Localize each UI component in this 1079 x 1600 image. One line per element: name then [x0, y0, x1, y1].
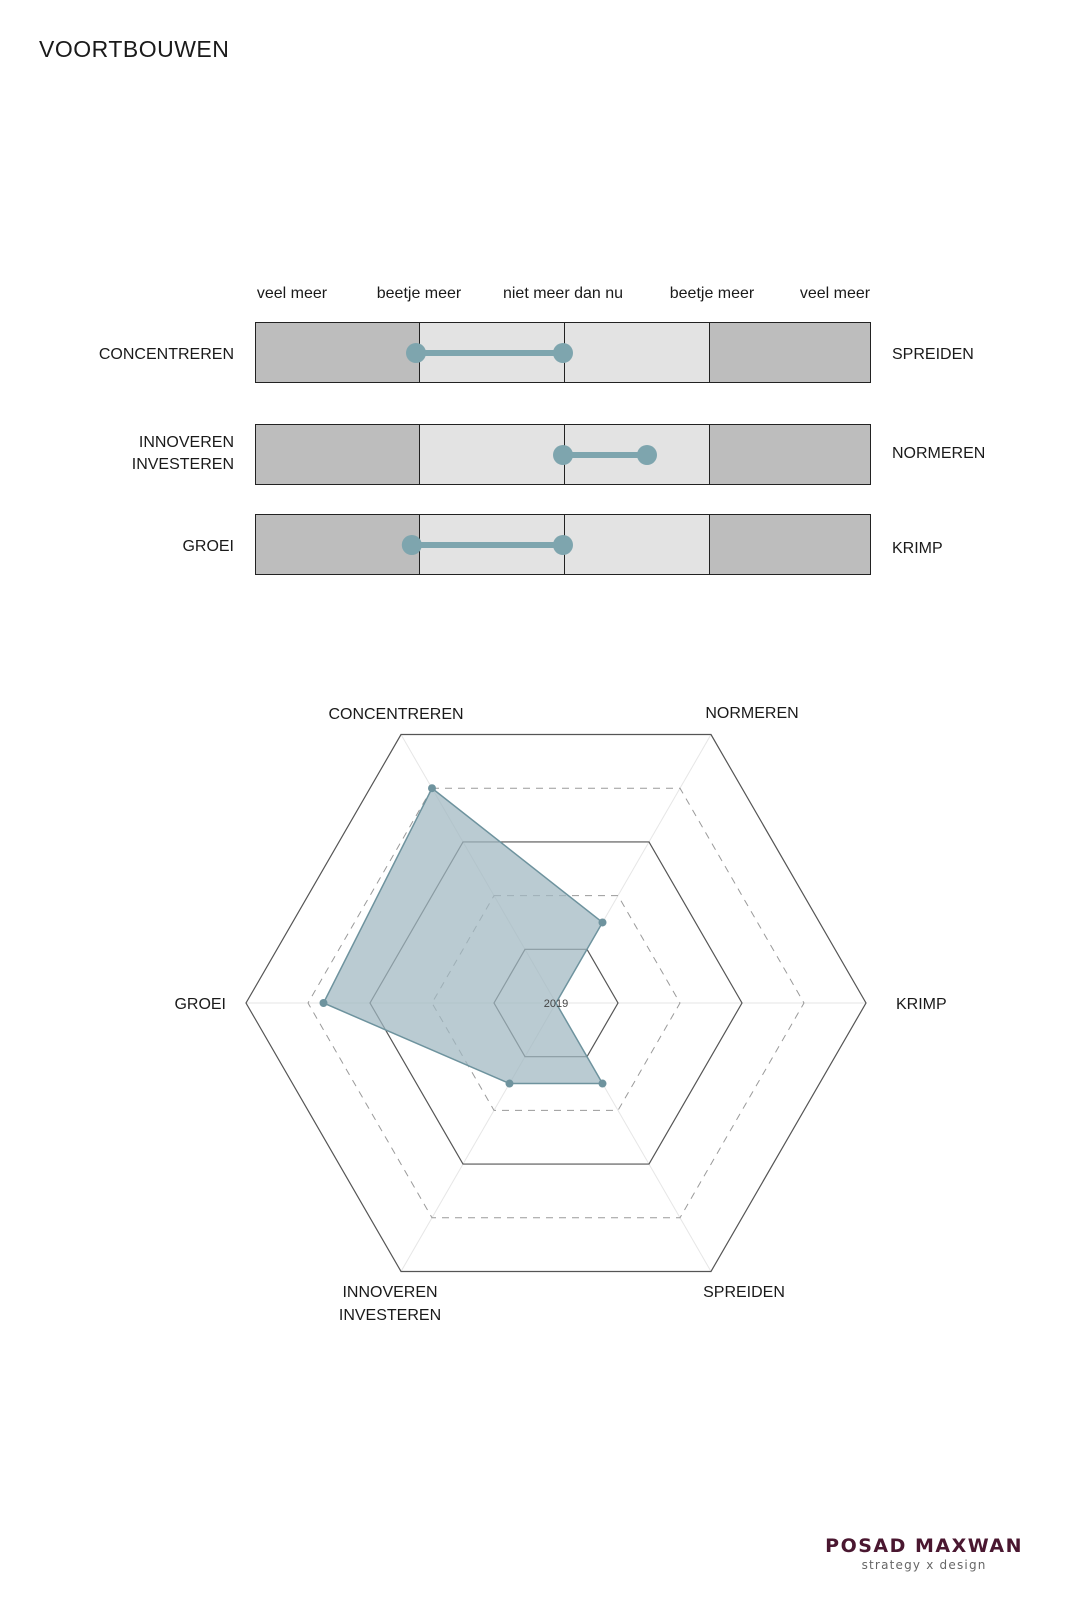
company-logo: POSAD MAXWAN strategy x design: [825, 1535, 1023, 1572]
radar-point-2: [598, 918, 607, 927]
radar-series-area: [322, 787, 604, 1085]
slider-2-right-label-line: NORMEREN: [892, 445, 986, 462]
slider-1-track[interactable]: [255, 322, 871, 383]
radar-ring-4: [307, 787, 805, 1219]
radar-axis-label-5: INNOVEREN: [342, 1284, 437, 1301]
slider-2-right-label: NORMEREN: [892, 443, 985, 465]
scale-label-left-mild: beetje meer: [376, 285, 462, 302]
slider-1-left-label-line: CONCENTREREN: [98, 346, 234, 363]
slider-3-track[interactable]: [255, 514, 871, 575]
segment-mild-left: [419, 425, 564, 484]
radar-axis-label-6: GROEI: [174, 996, 226, 1013]
slider-2-track[interactable]: [255, 424, 871, 485]
scale-label-left-strong: veel meer: [256, 285, 328, 302]
segment-strong-left: [256, 425, 419, 484]
logo-name: POSAD MAXWAN: [825, 1535, 1023, 1557]
segment-strong-right: [709, 515, 870, 574]
scale-label-right-strong: veel meer: [799, 285, 871, 302]
radar-point-1: [428, 784, 436, 793]
slider-3-left-label-line: GROEI: [182, 538, 234, 555]
radar-ring-2: [431, 895, 681, 1111]
scale-label-neutral: niet meer dan nu: [502, 285, 624, 302]
radar-axis-label-4: SPREIDEN: [703, 1284, 785, 1301]
scale-label-right-mild: beetje meer: [669, 285, 755, 302]
radar-axis-label-2: NORMEREN: [705, 705, 798, 722]
radar-axis-label-5: INVESTEREN: [339, 1307, 441, 1324]
radar-point-6: [319, 999, 328, 1007]
radar-ring-5: [245, 733, 867, 1273]
segment-mild-right: [564, 425, 709, 484]
slider-3-left-label: GROEI: [182, 536, 234, 558]
slider-2-left-label-line-2: INVESTEREN: [131, 456, 234, 473]
radar-axis-label-3: KRIMP: [896, 996, 947, 1013]
slider-3-right-label-line: KRIMP: [892, 540, 943, 557]
slider-1-right-label-line: SPREIDEN: [892, 346, 974, 363]
segment-mild-right: [564, 515, 709, 574]
radar-point-4: [598, 1079, 607, 1088]
slider-2-left-label: INNOVEREN INVESTEREN: [132, 432, 234, 476]
slider-1-right-label: SPREIDEN: [892, 344, 974, 366]
segment-mild-left: [419, 515, 564, 574]
segment-mild-right: [564, 323, 709, 382]
segment-strong-left: [256, 323, 419, 382]
radar-chart: 2019 CONCENTREREN NORMEREN KRIMP SPREIDEN INN…: [174, 705, 947, 1324]
segment-strong-right: [709, 425, 870, 484]
slider-3-right-label: KRIMP: [892, 538, 943, 560]
segment-strong-right: [709, 323, 870, 382]
radar-point-5: [505, 1079, 514, 1088]
slider-2-left-label-line-1: INNOVEREN: [138, 434, 234, 451]
radar-center-label: 2019: [544, 998, 568, 1010]
page-title: VOORTBOUWEN: [39, 36, 230, 62]
radar-axis-label-1: CONCENTREREN: [328, 706, 463, 723]
segment-mild-left: [419, 323, 564, 382]
logo-tagline: strategy x design: [861, 1558, 987, 1572]
segment-strong-left: [256, 515, 419, 574]
slider-1-left-label: CONCENTREREN: [99, 344, 234, 366]
